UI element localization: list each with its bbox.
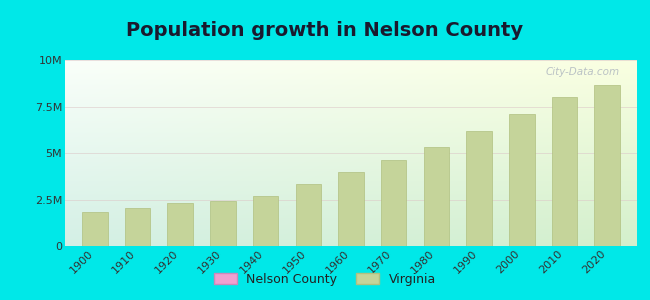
- Bar: [253, 196, 278, 246]
- Bar: [338, 172, 364, 246]
- Bar: [594, 85, 620, 246]
- Legend: Nelson County, Virginia: Nelson County, Virginia: [209, 268, 441, 291]
- Bar: [424, 146, 449, 246]
- Bar: [296, 184, 321, 246]
- Bar: [125, 208, 150, 246]
- Bar: [168, 203, 193, 246]
- Bar: [466, 131, 492, 246]
- Bar: [82, 212, 108, 246]
- Bar: [381, 160, 406, 246]
- Bar: [552, 97, 577, 246]
- Text: City-Data.com: City-Data.com: [546, 68, 620, 77]
- Bar: [210, 201, 236, 246]
- Bar: [509, 114, 534, 246]
- Text: Population growth in Nelson County: Population growth in Nelson County: [127, 21, 523, 40]
